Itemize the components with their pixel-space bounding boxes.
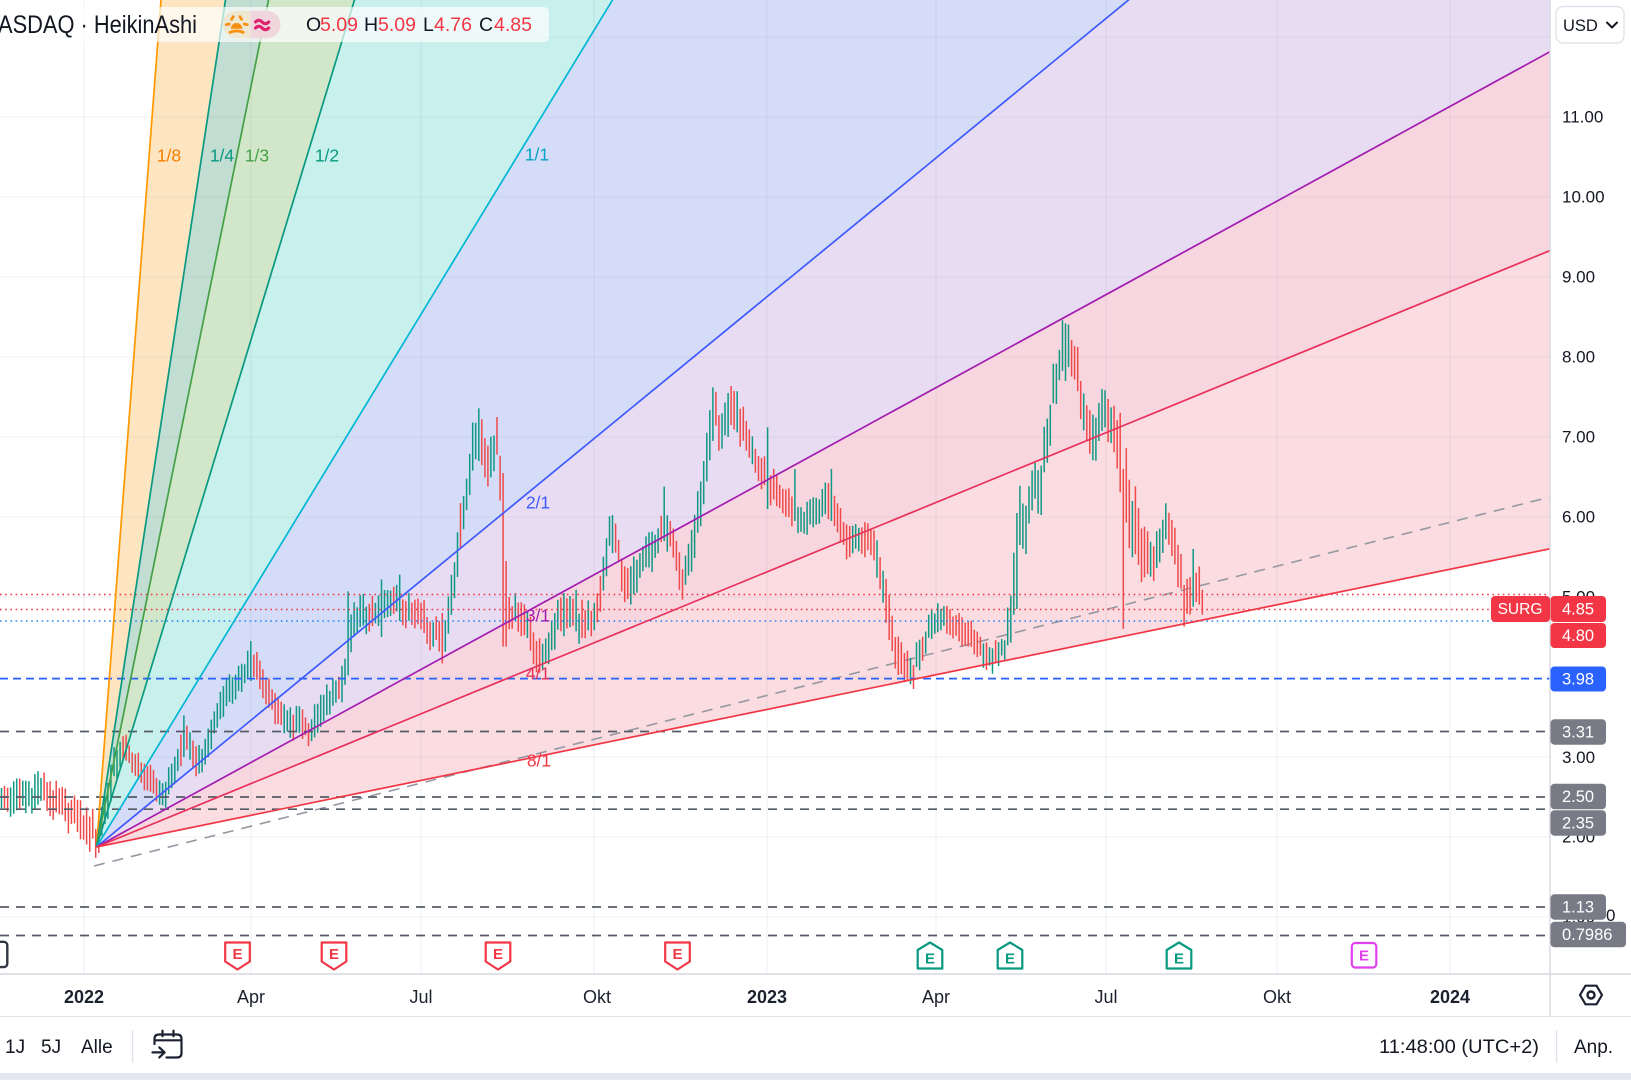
svg-text:2.50: 2.50 [1562, 788, 1594, 806]
svg-text:3.31: 3.31 [1562, 723, 1594, 741]
svg-text:Apr: Apr [922, 987, 950, 1007]
svg-text:2022: 2022 [64, 987, 104, 1007]
svg-text:Alle: Alle [81, 1037, 113, 1058]
svg-text:L: L [423, 14, 434, 36]
svg-text:11.00: 11.00 [1562, 107, 1603, 126]
svg-text:4.76: 4.76 [434, 14, 472, 36]
svg-text:2.35: 2.35 [1562, 814, 1594, 832]
svg-text:Anp.: Anp. [1574, 1037, 1613, 1058]
svg-text:4.80: 4.80 [1562, 627, 1594, 645]
svg-text:H: H [364, 14, 378, 36]
svg-text:USD: USD [1563, 17, 1598, 35]
svg-text:4/1: 4/1 [526, 664, 550, 684]
svg-text:5J: 5J [41, 1037, 61, 1058]
svg-text:0.7986: 0.7986 [1562, 926, 1612, 944]
svg-text:ASDAQ · HeikinAshi: ASDAQ · HeikinAshi [0, 11, 197, 39]
svg-text:E: E [925, 950, 935, 967]
svg-text:Jul: Jul [1094, 987, 1117, 1007]
svg-text:3/1: 3/1 [526, 606, 550, 626]
svg-text:3.98: 3.98 [1562, 670, 1594, 688]
svg-text:SURG: SURG [1498, 601, 1543, 618]
svg-text:E: E [1005, 950, 1015, 967]
svg-text:O: O [306, 14, 321, 36]
svg-text:1J: 1J [5, 1037, 25, 1058]
svg-text:11:48:00 (UTC+2): 11:48:00 (UTC+2) [1379, 1037, 1539, 1058]
svg-text:E: E [1359, 947, 1369, 964]
svg-text:1/8: 1/8 [157, 146, 181, 166]
svg-text:1/4: 1/4 [210, 146, 235, 166]
svg-text:E: E [493, 946, 503, 963]
svg-text:Apr: Apr [237, 987, 265, 1007]
svg-text:Okt: Okt [583, 987, 611, 1007]
svg-text:4.85: 4.85 [1562, 600, 1594, 618]
svg-text:1/2: 1/2 [315, 146, 339, 166]
svg-text:1/3: 1/3 [245, 146, 269, 166]
svg-text:0: 0 [1606, 906, 1615, 925]
svg-text:5.09: 5.09 [378, 14, 416, 36]
svg-text:2024: 2024 [1430, 987, 1470, 1007]
svg-text:7.00: 7.00 [1562, 427, 1595, 446]
svg-text:E: E [232, 946, 242, 963]
svg-text:C: C [479, 14, 493, 36]
svg-text:Jul: Jul [409, 987, 432, 1007]
svg-text:6.00: 6.00 [1562, 507, 1595, 526]
svg-text:5.09: 5.09 [320, 14, 358, 36]
svg-text:1/1: 1/1 [525, 145, 549, 165]
svg-text:E: E [1174, 950, 1184, 967]
svg-text:8.00: 8.00 [1562, 347, 1595, 366]
svg-text:E: E [329, 946, 339, 963]
svg-text:1.13: 1.13 [1562, 898, 1594, 916]
svg-text:9.00: 9.00 [1562, 267, 1595, 286]
svg-text:2/1: 2/1 [526, 493, 550, 513]
svg-text:8/1: 8/1 [527, 751, 551, 771]
svg-text:Okt: Okt [1263, 987, 1291, 1007]
svg-text:2023: 2023 [747, 987, 787, 1007]
svg-text:3.00: 3.00 [1562, 748, 1595, 767]
svg-text:10.00: 10.00 [1562, 187, 1605, 206]
svg-text:E: E [672, 946, 682, 963]
svg-text:4.85: 4.85 [494, 14, 532, 36]
